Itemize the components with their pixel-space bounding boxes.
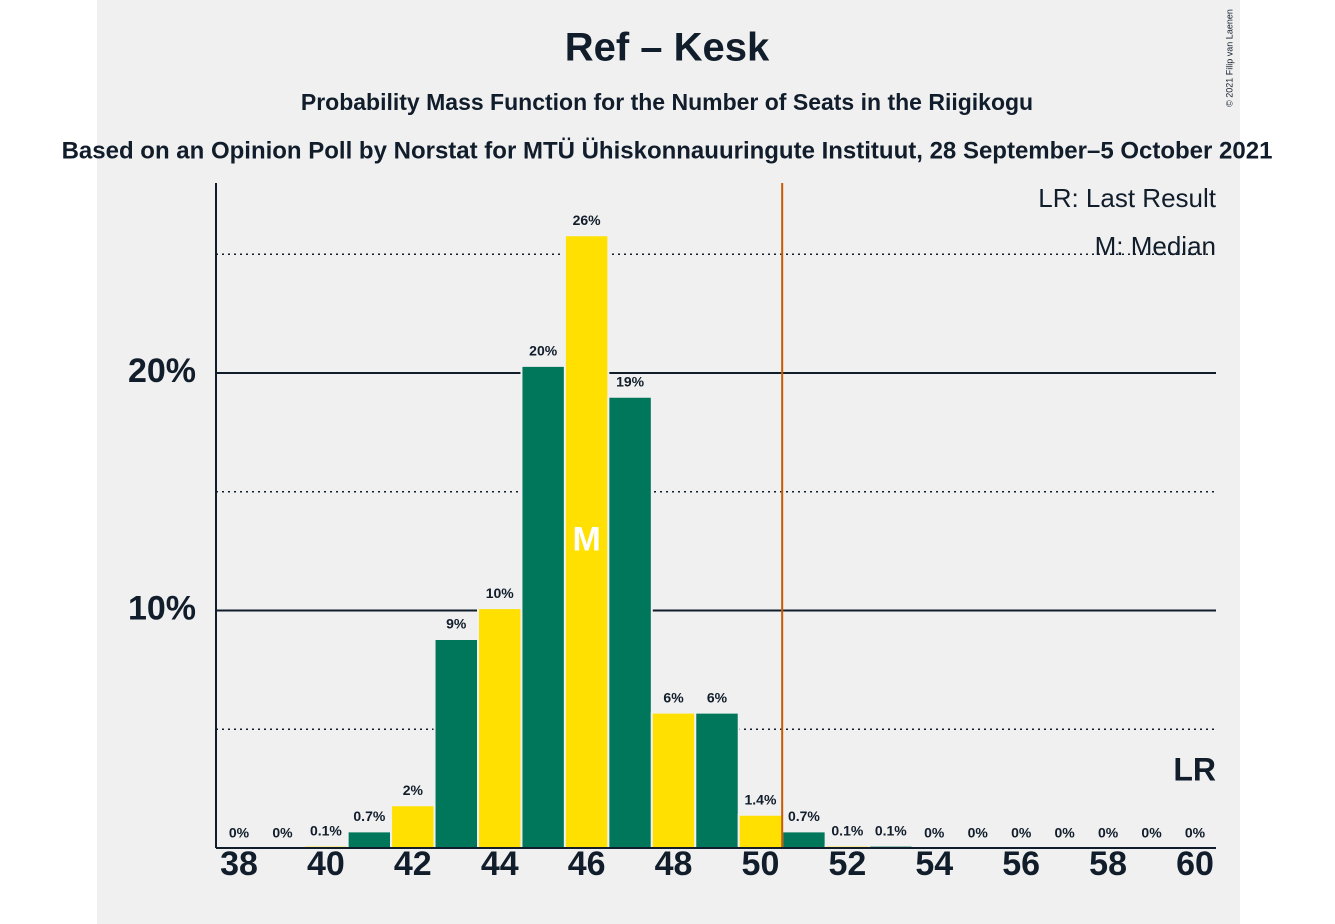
y-tick-label: 20% <box>128 352 196 390</box>
value-label: 0% <box>1185 825 1206 841</box>
value-label: 0% <box>1098 825 1119 841</box>
value-label: 6% <box>663 689 684 705</box>
legend-entry: M: Median <box>1095 231 1216 261</box>
value-label: 0% <box>924 825 945 841</box>
x-tick-label: 50 <box>742 845 780 883</box>
value-label: 0.1% <box>310 822 342 838</box>
bar <box>477 607 523 849</box>
value-label: 0% <box>1055 825 1076 841</box>
chart-source: Based on an Opinion Poll by Norstat for … <box>62 137 1273 164</box>
bar <box>433 638 479 849</box>
bar <box>520 364 566 849</box>
median-marker: M <box>572 521 600 559</box>
value-label: 0.7% <box>788 808 820 824</box>
x-tick-label: 38 <box>220 845 258 883</box>
value-label: 20% <box>529 343 558 359</box>
value-label: 0.7% <box>353 808 385 824</box>
x-tick-label: 58 <box>1089 845 1127 883</box>
value-label: 26% <box>573 212 602 228</box>
last-result-label: LR <box>1173 751 1216 787</box>
x-tick-label: 44 <box>481 845 519 883</box>
value-label: 2% <box>403 782 424 798</box>
y-tick-label: 10% <box>128 589 196 627</box>
value-label: 0.1% <box>875 822 907 838</box>
value-label: 0% <box>272 825 293 841</box>
value-label: 0% <box>1141 825 1162 841</box>
bar <box>737 813 784 849</box>
chart-subtitle: Probability Mass Function for the Number… <box>301 89 1033 115</box>
value-label: 0.1% <box>831 822 863 838</box>
value-label: 9% <box>446 616 467 632</box>
x-tick-label: 48 <box>655 845 693 883</box>
value-label: 10% <box>486 585 515 601</box>
x-tick-label: 40 <box>307 845 345 883</box>
x-tick-label: 54 <box>915 845 953 883</box>
copyright: © 2021 Filip van Laenen <box>1224 9 1234 107</box>
value-label: 0% <box>1011 825 1032 841</box>
x-tick-label: 46 <box>568 845 606 883</box>
bar <box>694 711 740 849</box>
value-label: 0% <box>968 825 989 841</box>
x-tick-label: 52 <box>828 845 866 883</box>
x-tick-label: 56 <box>1002 845 1040 883</box>
bar <box>607 395 653 849</box>
value-label: 0% <box>229 825 250 841</box>
value-label: 6% <box>707 689 728 705</box>
value-label: 19% <box>616 373 645 389</box>
x-tick-label: 60 <box>1176 845 1214 883</box>
x-tick-label: 42 <box>394 845 432 883</box>
bar <box>781 830 827 849</box>
legend-entry: LR: Last Result <box>1038 183 1217 213</box>
bar <box>650 711 697 849</box>
bar <box>390 804 436 849</box>
chart-title: Ref – Kesk <box>565 26 770 70</box>
bar <box>346 830 393 849</box>
value-label: 1.4% <box>744 791 776 807</box>
